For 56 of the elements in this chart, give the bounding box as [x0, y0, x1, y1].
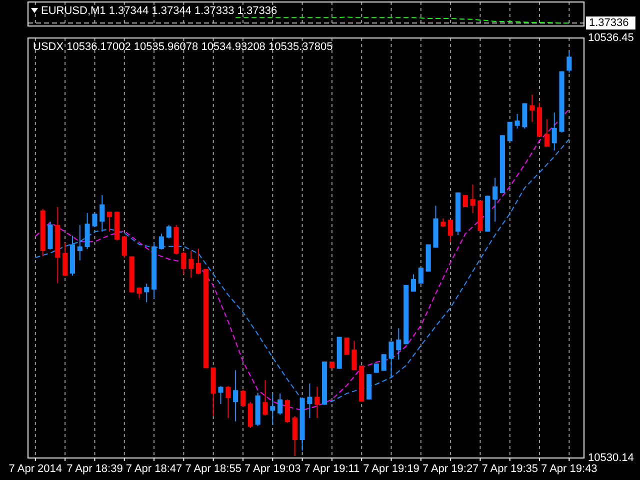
candlestick — [92, 212, 98, 228]
candlestick — [188, 250, 194, 278]
y-tick-label: 10536.45 — [588, 32, 634, 44]
candlestick — [492, 177, 498, 222]
candlestick — [62, 242, 68, 277]
candlestick — [530, 94, 535, 122]
candlestick — [144, 283, 150, 303]
x-tick-label: 7 Apr 18:39 — [66, 463, 123, 475]
candlestick — [233, 370, 238, 422]
candlestick — [470, 184, 476, 214]
candlestick — [136, 287, 142, 299]
candlestick — [344, 337, 350, 356]
candlestick — [196, 248, 202, 275]
candlestick — [84, 212, 90, 250]
candlestick — [270, 392, 276, 426]
candlestick — [418, 267, 424, 284]
chart-title: USDX 10536.17002 10535.96078 10534.93208 10535.37805 — [33, 41, 333, 53]
candlestick — [77, 224, 82, 261]
candlestick — [107, 211, 112, 232]
candlestick — [166, 224, 172, 239]
candlestick — [158, 233, 164, 250]
x-tick-label: 7 Apr 19:27 — [422, 463, 479, 475]
candlestick — [218, 386, 224, 405]
candlestick — [388, 341, 394, 378]
candlestick — [240, 390, 246, 408]
candlestick — [100, 194, 105, 232]
candlestick — [352, 340, 357, 371]
candlestick — [552, 112, 557, 151]
text: 1.37336 — [589, 17, 629, 29]
x-tick-label: 7 Apr 19:03 — [244, 463, 301, 475]
x-tick-label: 7 Apr 18:47 — [126, 463, 182, 475]
x-tick-label: 7 Apr 19:19 — [363, 463, 420, 475]
candlestick — [122, 236, 127, 258]
candlestick — [278, 392, 283, 416]
candlestick — [544, 118, 550, 147]
candlestick — [410, 274, 416, 292]
candlestick — [396, 328, 402, 360]
candlestick — [381, 354, 386, 372]
x-tick-label: 7 Apr 18:55 — [185, 463, 242, 475]
candlestick — [284, 398, 290, 424]
candlestick — [514, 113, 520, 130]
candlestick — [181, 251, 186, 275]
x-tick-label: 7 Apr 19:43 — [541, 463, 598, 475]
candlestick — [262, 380, 268, 416]
candlestick — [226, 386, 231, 419]
candlestick — [566, 51, 572, 74]
x-tick-label: 7 Apr 19:11 — [304, 463, 360, 475]
y-tick-label: 10530.14 — [588, 452, 634, 464]
x-tick-label: 7 Apr 2014 — [8, 463, 62, 475]
candlestick — [314, 386, 320, 419]
candlestick — [292, 416, 298, 457]
x-tick-label: 7 Apr 19:35 — [482, 463, 538, 475]
candlestick — [522, 102, 528, 130]
candlestick — [448, 219, 454, 242]
chart-title: EURUSD,M1 1.37344 1.37344 1.37333 1.37336 — [41, 5, 278, 17]
candlestick — [248, 402, 253, 429]
